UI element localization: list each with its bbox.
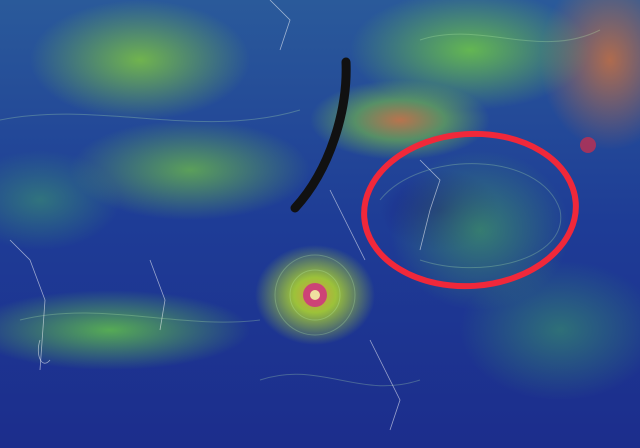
- coastlines: [9, 0, 441, 431]
- annotation-red-circle: [361, 130, 579, 290]
- annotation-black-line: [290, 57, 351, 213]
- wind-streamlines: [0, 29, 601, 387]
- typhoon-eye: [303, 137, 596, 307]
